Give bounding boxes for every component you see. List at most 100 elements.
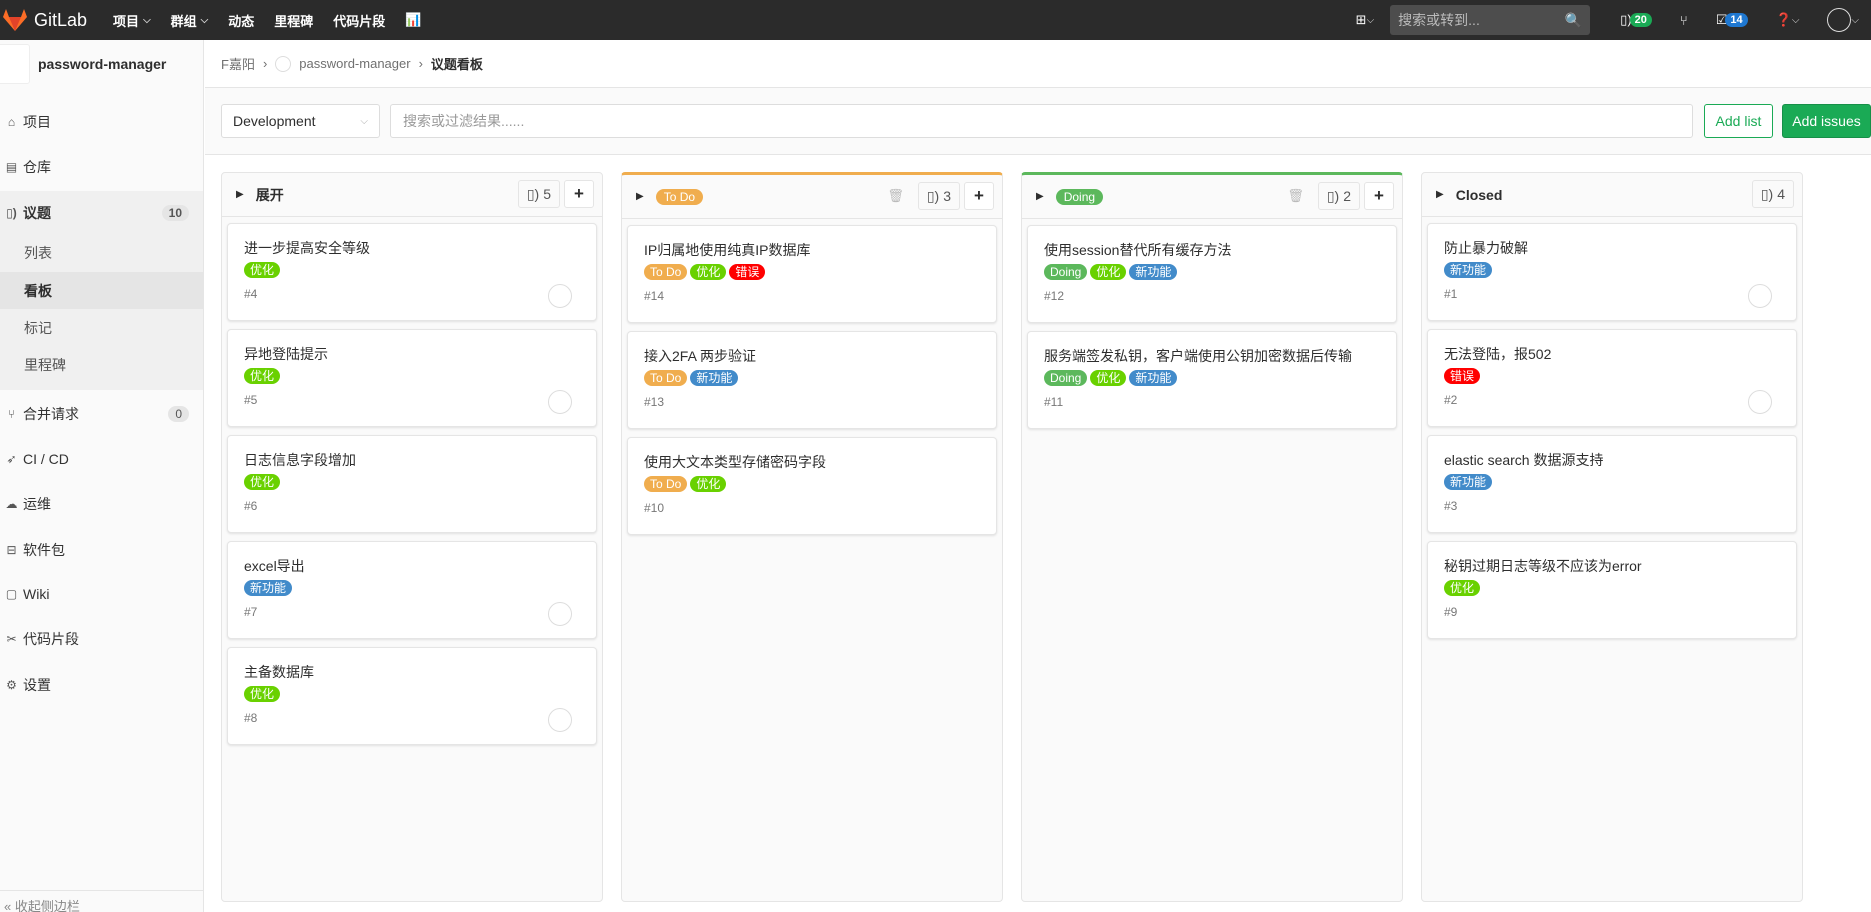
collapse-sidebar-button[interactable]: « 收起侧边栏 — [0, 890, 203, 912]
sidebar-item-packages[interactable]: ⊟ 软件包 — [0, 527, 203, 572]
breadcrumb-project[interactable]: password-manager — [299, 56, 411, 71]
issue-label[interactable]: 优化 — [244, 262, 281, 278]
issue-title[interactable]: elastic search 数据源支持 — [1444, 452, 1604, 468]
issue-label[interactable]: 新功能 — [690, 370, 739, 386]
collapse-caret-icon[interactable]: ▶ — [636, 191, 644, 202]
issue-card[interactable]: 进一步提高安全等级 优化 #4 — [227, 223, 597, 321]
sidebar-sub-milestones[interactable]: 里程碑 — [24, 356, 66, 373]
sidebar-sub-boards[interactable]: 看板 — [0, 272, 203, 309]
issue-label[interactable]: To Do — [644, 370, 688, 386]
issue-label[interactable]: 优化 — [244, 686, 281, 702]
todos-button[interactable]: ☑ 14 — [1716, 12, 1748, 28]
breadcrumb-current[interactable]: 议题看板 — [430, 57, 483, 72]
gitlab-logo[interactable]: GitLab — [2, 8, 113, 32]
new-issue-button[interactable]: + — [964, 182, 994, 210]
nav-activity[interactable]: 动态 — [228, 13, 255, 29]
issue-card[interactable]: 使用session替代所有缓存方法 Doing 优化 新功能 #12 — [1027, 225, 1397, 323]
issue-card[interactable]: 使用大文本类型存储密码字段 To Do 优化 #10 — [627, 437, 997, 535]
issue-card[interactable]: 秘钥过期日志等级不应该为error 优化 #9 — [1427, 541, 1797, 639]
issue-title[interactable]: 主备数据库 — [244, 664, 314, 680]
issue-label[interactable]: 新功能 — [1129, 370, 1178, 386]
add-list-button[interactable]: Add list — [1704, 104, 1773, 138]
collapse-caret-icon[interactable]: ▶ — [1436, 189, 1444, 200]
filter-search-input[interactable]: 搜索或过滤结果...... — [390, 104, 1693, 138]
sidebar-sub-list[interactable]: 列表 — [24, 244, 52, 261]
nav-milestones[interactable]: 里程碑 — [274, 13, 314, 29]
issue-label[interactable]: 新功能 — [1444, 474, 1493, 490]
issue-label[interactable]: 优化 — [1444, 580, 1481, 596]
issue-label[interactable]: 优化 — [244, 474, 281, 490]
assignee-avatar[interactable] — [548, 390, 572, 414]
issue-card[interactable]: IP归属地使用纯真IP数据库 To Do 优化 错误 #14 — [627, 225, 997, 323]
assignee-avatar[interactable] — [1748, 390, 1772, 414]
issue-label[interactable]: 新功能 — [1129, 264, 1178, 280]
issue-card[interactable]: 服务端签发私钥，客户端使用公钥加密数据后传输 Doing 优化 新功能 #11 — [1027, 331, 1397, 429]
issue-label[interactable]: 错误 — [729, 264, 766, 280]
issue-label[interactable]: 新功能 — [1444, 262, 1493, 278]
issue-title[interactable]: 服务端签发私钥，客户端使用公钥加密数据后传输 — [1044, 348, 1352, 364]
board-selector-dropdown[interactable]: Development ⌵ — [221, 104, 380, 138]
chart-icon[interactable]: 📊 — [405, 12, 422, 27]
issues-button[interactable]: ▯) 20 — [1620, 12, 1652, 28]
sidebar-item-merge-requests[interactable]: ⑂ 合并请求 0 — [0, 391, 203, 436]
trash-icon[interactable]: 🗑 — [887, 188, 904, 203]
issue-card[interactable]: elastic search 数据源支持 新功能 #3 — [1427, 435, 1797, 533]
nav-projects[interactable]: 项目 ⌵ — [113, 13, 151, 29]
issue-title[interactable]: 使用session替代所有缓存方法 — [1044, 242, 1232, 258]
issue-title[interactable]: 进一步提高安全等级 — [244, 240, 370, 256]
issue-card[interactable]: excel导出 新功能 #7 — [227, 541, 597, 639]
issue-label[interactable]: 优化 — [244, 368, 281, 384]
issue-title[interactable]: 使用大文本类型存储密码字段 — [644, 454, 826, 470]
issue-title[interactable]: excel导出 — [244, 558, 305, 574]
add-issues-button[interactable]: Add issues — [1782, 104, 1871, 138]
sidebar-item-wiki[interactable]: ▢ Wiki — [0, 571, 203, 616]
sidebar-item-repository[interactable]: ▤ 仓库 — [0, 144, 203, 189]
issue-card[interactable]: 日志信息字段增加 优化 #6 — [227, 435, 597, 533]
sidebar-item-operations[interactable]: ☁ 运维 — [0, 481, 203, 526]
issue-title[interactable]: 异地登陆提示 — [244, 346, 328, 362]
new-issue-button[interactable]: + — [564, 180, 594, 208]
collapse-caret-icon[interactable]: ▶ — [1036, 191, 1044, 202]
collapse-caret-icon[interactable]: ▶ — [236, 189, 244, 200]
issue-label[interactable]: 优化 — [1090, 264, 1127, 280]
issue-label[interactable]: Doing — [1044, 264, 1088, 280]
sidebar-item-cicd[interactable]: ➶ CI / CD — [0, 436, 203, 481]
global-search-input[interactable]: 搜索或转到... 🔍 — [1390, 5, 1591, 35]
issue-title[interactable]: 接入2FA 两步验证 — [644, 348, 757, 364]
issue-card[interactable]: 主备数据库 优化 #8 — [227, 647, 597, 745]
issue-label[interactable]: 错误 — [1444, 368, 1481, 384]
issue-card[interactable]: 接入2FA 两步验证 To Do 新功能 #13 — [627, 331, 997, 429]
assignee-avatar[interactable] — [1748, 284, 1772, 308]
issue-label[interactable]: 优化 — [1090, 370, 1127, 386]
issue-title[interactable]: 无法登陆，报502 — [1444, 346, 1552, 362]
sidebar-project-header[interactable]: password-manager — [0, 40, 203, 88]
new-plus-button[interactable]: ⊞ ⌵ — [1355, 12, 1375, 27]
issue-card[interactable]: 无法登陆，报502 错误 #2 — [1427, 329, 1797, 427]
sidebar-item-settings[interactable]: ⚙ 设置 — [0, 662, 203, 707]
sidebar-sub-labels[interactable]: 标记 — [24, 319, 52, 336]
merge-requests-button[interactable]: ⑂ — [1680, 13, 1688, 28]
sidebar-item-issues[interactable]: ▯) 议题 10 — [0, 190, 203, 235]
issue-card[interactable]: 防止暴力破解 新功能 #1 — [1427, 223, 1797, 321]
help-button[interactable]: ❓ ⌵ — [1775, 12, 1800, 27]
issue-title[interactable]: 防止暴力破解 — [1444, 240, 1528, 256]
issue-label[interactable]: 新功能 — [244, 580, 293, 596]
assignee-avatar[interactable] — [548, 284, 572, 308]
issue-title[interactable]: 秘钥过期日志等级不应该为error — [1444, 558, 1642, 574]
assignee-avatar[interactable] — [548, 602, 572, 626]
issue-title[interactable]: 日志信息字段增加 — [244, 452, 356, 468]
issue-label[interactable]: To Do — [644, 476, 688, 492]
user-menu[interactable]: ⌵ — [1827, 8, 1859, 32]
issue-label[interactable]: Doing — [1044, 370, 1088, 386]
nav-groups[interactable]: 群组 ⌵ — [170, 13, 209, 29]
issue-card[interactable]: 异地登陆提示 优化 #5 — [227, 329, 597, 427]
issue-label[interactable]: 优化 — [690, 264, 727, 280]
sidebar-item-project[interactable]: ⌂ 项目 — [0, 99, 203, 144]
sidebar-item-snippets[interactable]: ✂ 代码片段 — [0, 616, 203, 661]
new-issue-button[interactable]: + — [1364, 182, 1394, 210]
assignee-avatar[interactable] — [548, 708, 572, 732]
trash-icon[interactable]: 🗑 — [1287, 188, 1304, 203]
issue-title[interactable]: IP归属地使用纯真IP数据库 — [644, 242, 811, 258]
breadcrumb-group[interactable]: F嘉阳 — [221, 57, 255, 72]
nav-snippets[interactable]: 代码片段 — [333, 13, 386, 29]
